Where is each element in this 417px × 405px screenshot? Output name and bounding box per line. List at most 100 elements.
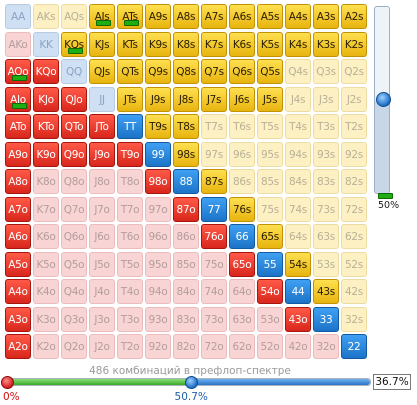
hand-cell-73o[interactable]: 73o — [201, 306, 227, 332]
hand-cell-K3s[interactable]: K3s — [313, 31, 339, 57]
hand-cell-A8o[interactable]: A8o — [5, 169, 31, 194]
hand-cell-AJo[interactable]: AJo — [5, 86, 31, 112]
hand-cell-99[interactable]: 99 — [145, 141, 171, 167]
hand-cell-T6o[interactable]: T6o — [117, 224, 143, 249]
hand-cell-J4s[interactable]: J4s — [285, 86, 311, 112]
hand-cell-86s[interactable]: 86s — [229, 169, 255, 194]
hand-cell-76o[interactable]: 76o — [201, 224, 227, 249]
hand-cell-A7s[interactable]: A7s — [201, 4, 227, 29]
hand-cell-J2s[interactable]: J2s — [341, 86, 367, 112]
hand-cell-A6o[interactable]: A6o — [5, 224, 31, 249]
hand-cell-A5s[interactable]: A5s — [257, 4, 283, 29]
hand-cell-43s[interactable]: 43s — [313, 279, 339, 304]
hand-cell-97o[interactable]: 97o — [145, 196, 171, 222]
hand-cell-76s[interactable]: 76s — [229, 196, 255, 222]
hand-cell-98o[interactable]: 98o — [145, 169, 171, 194]
hand-cell-K6o[interactable]: K6o — [33, 224, 59, 249]
hand-cell-82s[interactable]: 82s — [341, 169, 367, 194]
hand-cell-KQo[interactable]: KQo — [33, 59, 59, 84]
hand-cell-Q5o[interactable]: Q5o — [61, 251, 87, 277]
hand-cell-KTo[interactable]: KTo — [33, 114, 59, 139]
hand-cell-J2o[interactable]: J2o — [89, 334, 115, 359]
hand-cell-K6s[interactable]: K6s — [229, 31, 255, 57]
hand-cell-KJs[interactable]: KJs — [89, 31, 115, 57]
hand-cell-43o[interactable]: 43o — [285, 306, 311, 332]
hand-cell-94s[interactable]: 94s — [285, 141, 311, 167]
hand-cell-65s[interactable]: 65s — [257, 224, 283, 249]
hand-cell-Q7s[interactable]: Q7s — [201, 59, 227, 84]
hand-cell-J9s[interactable]: J9s — [145, 86, 171, 112]
hand-cell-T2s[interactable]: T2s — [341, 114, 367, 139]
hand-cell-AQs[interactable]: AQs — [61, 4, 87, 29]
hand-cell-44[interactable]: 44 — [285, 279, 311, 304]
hand-cell-KK[interactable]: KK — [33, 31, 59, 57]
hand-cell-J5s[interactable]: J5s — [257, 86, 283, 112]
hand-cell-T8o[interactable]: T8o — [117, 169, 143, 194]
hand-cell-Q8o[interactable]: Q8o — [61, 169, 87, 194]
hand-cell-T9o[interactable]: T9o — [117, 141, 143, 167]
hand-cell-97s[interactable]: 97s — [201, 141, 227, 167]
hand-cell-64o[interactable]: 64o — [229, 279, 255, 304]
hand-cell-55[interactable]: 55 — [257, 251, 283, 277]
hand-cell-54o[interactable]: 54o — [257, 279, 283, 304]
hand-cell-QQ[interactable]: QQ — [61, 59, 87, 84]
hand-cell-AA[interactable]: AA — [5, 4, 31, 29]
hand-cell-J5o[interactable]: J5o — [89, 251, 115, 277]
hand-cell-62s[interactable]: 62s — [341, 224, 367, 249]
hand-cell-Q5s[interactable]: Q5s — [257, 59, 283, 84]
hand-cell-42o[interactable]: 42o — [285, 334, 311, 359]
hand-cell-Q7o[interactable]: Q7o — [61, 196, 87, 222]
hand-cell-65o[interactable]: 65o — [229, 251, 255, 277]
hand-cell-A9o[interactable]: A9o — [5, 141, 31, 167]
hand-cell-KTs[interactable]: KTs — [117, 31, 143, 57]
hand-cell-93s[interactable]: 93s — [313, 141, 339, 167]
hand-cell-JTo[interactable]: JTo — [89, 114, 115, 139]
hand-cell-J6s[interactable]: J6s — [229, 86, 255, 112]
hand-cell-32s[interactable]: 32s — [341, 306, 367, 332]
hand-cell-95o[interactable]: 95o — [145, 251, 171, 277]
hand-cell-K8o[interactable]: K8o — [33, 169, 59, 194]
hand-cell-J6o[interactable]: J6o — [89, 224, 115, 249]
hand-cell-K4s[interactable]: K4s — [285, 31, 311, 57]
hand-cell-85o[interactable]: 85o — [173, 251, 199, 277]
hand-cell-96o[interactable]: 96o — [145, 224, 171, 249]
hand-cell-53o[interactable]: 53o — [257, 306, 283, 332]
hand-cell-T4o[interactable]: T4o — [117, 279, 143, 304]
hand-cell-87o[interactable]: 87o — [173, 196, 199, 222]
hand-cell-JTs[interactable]: JTs — [117, 86, 143, 112]
hand-cell-AKo[interactable]: AKo — [5, 31, 31, 57]
hand-cell-AQo[interactable]: AQo — [5, 59, 31, 84]
hand-cell-T6s[interactable]: T6s — [229, 114, 255, 139]
hand-cell-75s[interactable]: 75s — [257, 196, 283, 222]
hand-cell-K9o[interactable]: K9o — [33, 141, 59, 167]
hand-cell-92o[interactable]: 92o — [145, 334, 171, 359]
hand-cell-A3s[interactable]: A3s — [313, 4, 339, 29]
hand-cell-52s[interactable]: 52s — [341, 251, 367, 277]
hand-cell-Q6o[interactable]: Q6o — [61, 224, 87, 249]
hand-cell-K2s[interactable]: K2s — [341, 31, 367, 57]
hand-cell-87s[interactable]: 87s — [201, 169, 227, 194]
hand-cell-Q4o[interactable]: Q4o — [61, 279, 87, 304]
hand-cell-KJo[interactable]: KJo — [33, 86, 59, 112]
hand-cell-Q6s[interactable]: Q6s — [229, 59, 255, 84]
hand-cell-74s[interactable]: 74s — [285, 196, 311, 222]
hand-cell-QJo[interactable]: QJo — [61, 86, 87, 112]
hand-cell-A7o[interactable]: A7o — [5, 196, 31, 222]
hand-cell-J7o[interactable]: J7o — [89, 196, 115, 222]
horizontal-slider-right-handle[interactable] — [184, 376, 198, 389]
hand-cell-83s[interactable]: 83s — [313, 169, 339, 194]
hand-cell-96s[interactable]: 96s — [229, 141, 255, 167]
hand-cell-64s[interactable]: 64s — [285, 224, 311, 249]
hand-cell-T2o[interactable]: T2o — [117, 334, 143, 359]
hand-cell-J8s[interactable]: J8s — [173, 86, 199, 112]
vertical-slider-handle[interactable] — [376, 92, 391, 107]
hand-cell-77[interactable]: 77 — [201, 196, 227, 222]
hand-cell-JJ[interactable]: JJ — [89, 86, 115, 112]
hand-cell-T5s[interactable]: T5s — [257, 114, 283, 139]
hand-cell-TT[interactable]: TT — [117, 114, 143, 139]
hand-cell-A4o[interactable]: A4o — [5, 279, 31, 304]
hand-cell-Q3s[interactable]: Q3s — [313, 59, 339, 84]
hand-cell-86o[interactable]: 86o — [173, 224, 199, 249]
hand-cell-QTs[interactable]: QTs — [117, 59, 143, 84]
hand-cell-A8s[interactable]: A8s — [173, 4, 199, 29]
